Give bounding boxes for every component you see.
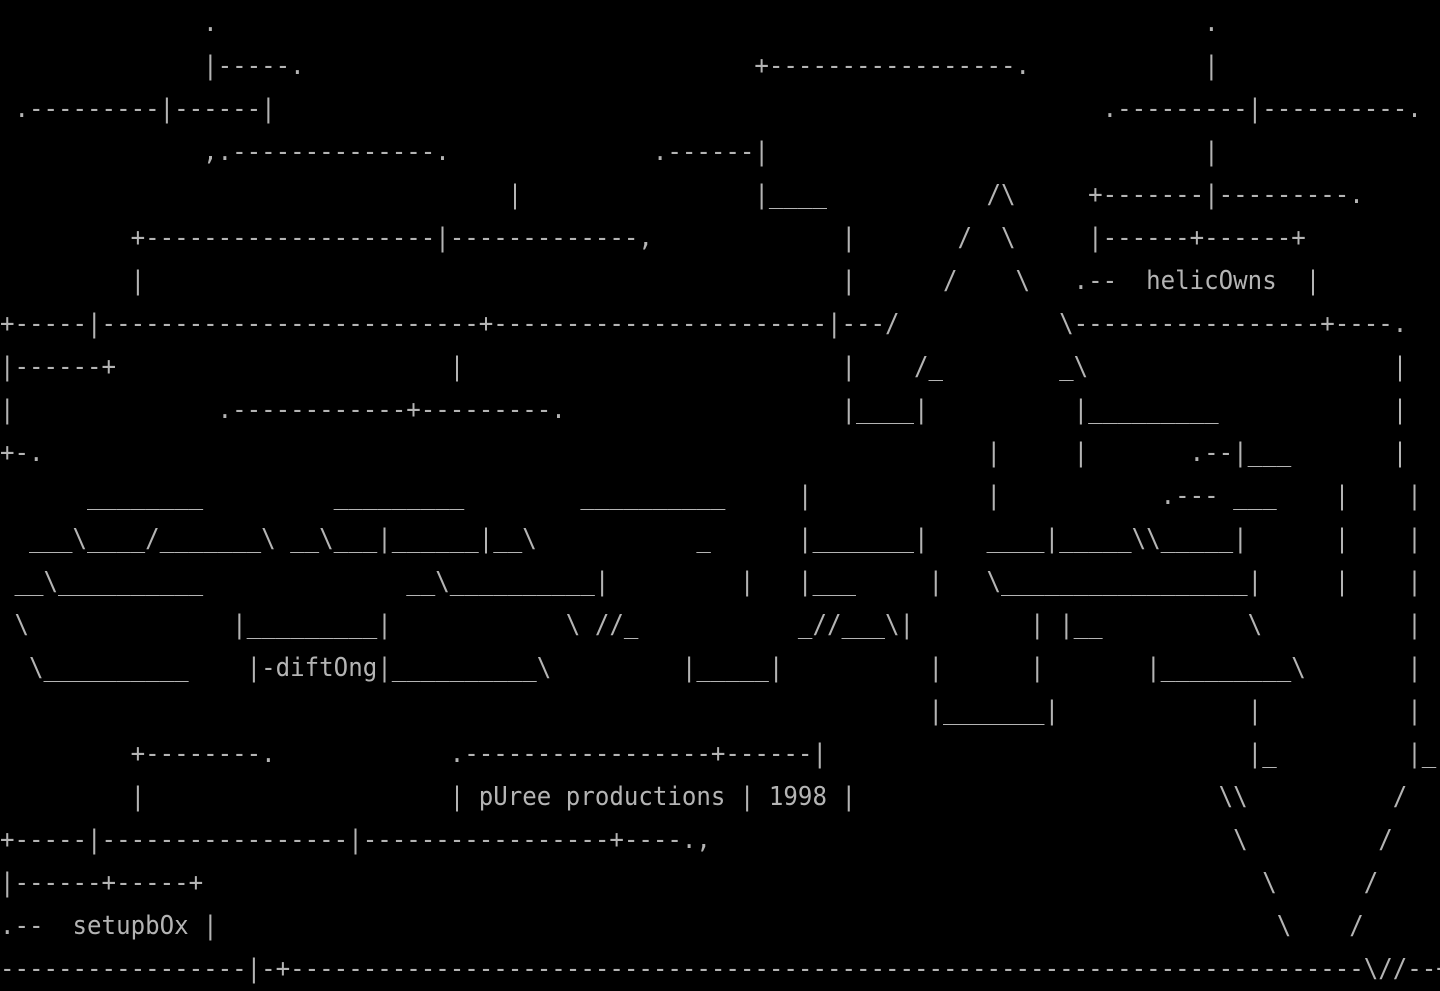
terminal-screen: . . |-----. +-----------------. | .-----… bbox=[0, 8, 1440, 984]
